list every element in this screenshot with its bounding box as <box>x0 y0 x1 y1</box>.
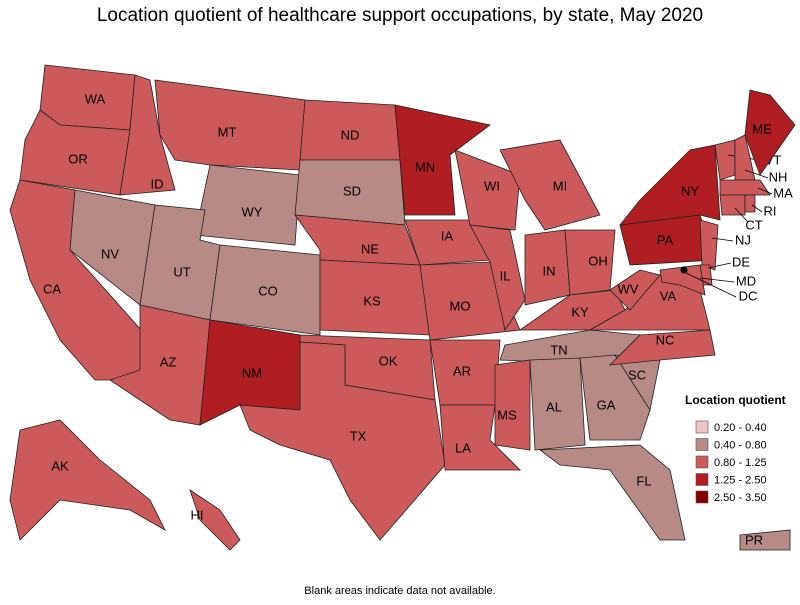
state <box>619 144 721 226</box>
state-label: MT <box>218 124 237 139</box>
state-label: VA <box>660 288 677 303</box>
state-label: GA <box>597 397 616 412</box>
leader-line <box>683 271 737 298</box>
state-label: AR <box>453 363 471 378</box>
state <box>699 219 719 271</box>
legend-title: Location quotient <box>685 393 786 407</box>
state-label: MN <box>415 159 435 174</box>
leader-line <box>707 262 732 269</box>
state-label: ND <box>341 127 360 142</box>
state-label: KY <box>571 304 589 319</box>
state-label: SD <box>343 183 361 198</box>
state <box>680 266 688 274</box>
legend-label: 0.40 - 0.80 <box>714 439 767 451</box>
state-label: CT <box>745 217 762 232</box>
state-label: SC <box>628 367 646 382</box>
state-label: TN <box>550 342 567 357</box>
state-label: WY <box>242 204 263 219</box>
state-label: AL <box>546 399 562 414</box>
legend-swatch <box>695 490 709 504</box>
state <box>739 529 791 551</box>
legend-swatch <box>695 438 709 451</box>
state <box>719 179 771 196</box>
state <box>454 149 521 231</box>
state-label: NC <box>656 332 675 347</box>
state <box>744 194 756 213</box>
state <box>239 341 446 541</box>
state <box>744 89 796 176</box>
leader-line <box>757 187 773 195</box>
state-label: OH <box>588 253 608 268</box>
state <box>714 139 736 181</box>
state-label: FL <box>636 473 651 488</box>
state-label: UT <box>173 264 190 279</box>
leader-line <box>744 169 769 179</box>
state-label: LA <box>455 440 471 455</box>
state <box>538 444 686 541</box>
state-label: CA <box>43 281 61 296</box>
state <box>9 419 166 541</box>
note: Blank areas indicate data not available. <box>304 585 495 597</box>
state <box>659 264 706 296</box>
legend-label: 1.25 - 2.50 <box>714 474 767 486</box>
state-label: RI <box>764 203 777 218</box>
state-label: HI <box>191 507 204 522</box>
state-label: NM <box>242 365 262 380</box>
state-label: NY <box>681 183 699 198</box>
state-label: TX <box>350 428 367 443</box>
state-label: IL <box>500 268 511 283</box>
state <box>529 357 586 451</box>
state-label: NE <box>361 241 379 256</box>
state <box>499 139 601 231</box>
state <box>719 194 746 216</box>
state-label: OK <box>379 353 398 368</box>
state <box>209 244 321 336</box>
state-label: NJ <box>735 232 751 247</box>
legend-label: 0.20 - 0.40 <box>714 422 767 434</box>
legend-label: 0.80 - 1.25 <box>714 457 767 469</box>
state <box>608 329 716 366</box>
state-label: MS <box>497 407 517 422</box>
leader-line <box>711 237 734 242</box>
title: Location quotient of healthcare support … <box>97 5 703 26</box>
state-label: ID <box>151 176 164 191</box>
state-label: IN <box>543 263 556 278</box>
state-label: KS <box>363 293 381 308</box>
state-label: DC <box>739 288 758 303</box>
state-label: AK <box>51 458 69 473</box>
state <box>579 354 651 441</box>
state <box>469 224 526 332</box>
state-label: MD <box>736 273 756 288</box>
state <box>189 489 241 551</box>
state-label: MI <box>553 178 567 193</box>
state-label: DE <box>732 254 750 269</box>
leader-line <box>699 277 735 283</box>
state-label: ME <box>752 121 772 136</box>
state-label: PR <box>745 532 763 547</box>
state <box>439 404 521 471</box>
state-label: NH <box>769 169 788 184</box>
state-label: CO <box>258 283 278 298</box>
state-label: WI <box>484 178 500 193</box>
state-label: AZ <box>160 354 177 369</box>
state-label: WA <box>85 91 106 106</box>
legend-swatch <box>695 455 709 469</box>
state-label: PA <box>657 232 674 247</box>
legend-swatch <box>695 420 709 434</box>
state-label: MA <box>773 185 793 200</box>
state-label: NV <box>101 246 119 261</box>
state <box>394 104 491 216</box>
leader-line <box>751 204 763 213</box>
legend-swatch <box>695 473 709 486</box>
state <box>119 74 176 196</box>
legend-label: 2.50 - 3.50 <box>714 492 767 504</box>
state <box>494 359 531 451</box>
state-label: WV <box>618 281 639 296</box>
state <box>609 269 661 311</box>
state-label: IA <box>441 228 454 243</box>
state-label: MO <box>450 298 471 313</box>
state-label: OR <box>68 151 88 166</box>
leader-line <box>734 207 749 223</box>
